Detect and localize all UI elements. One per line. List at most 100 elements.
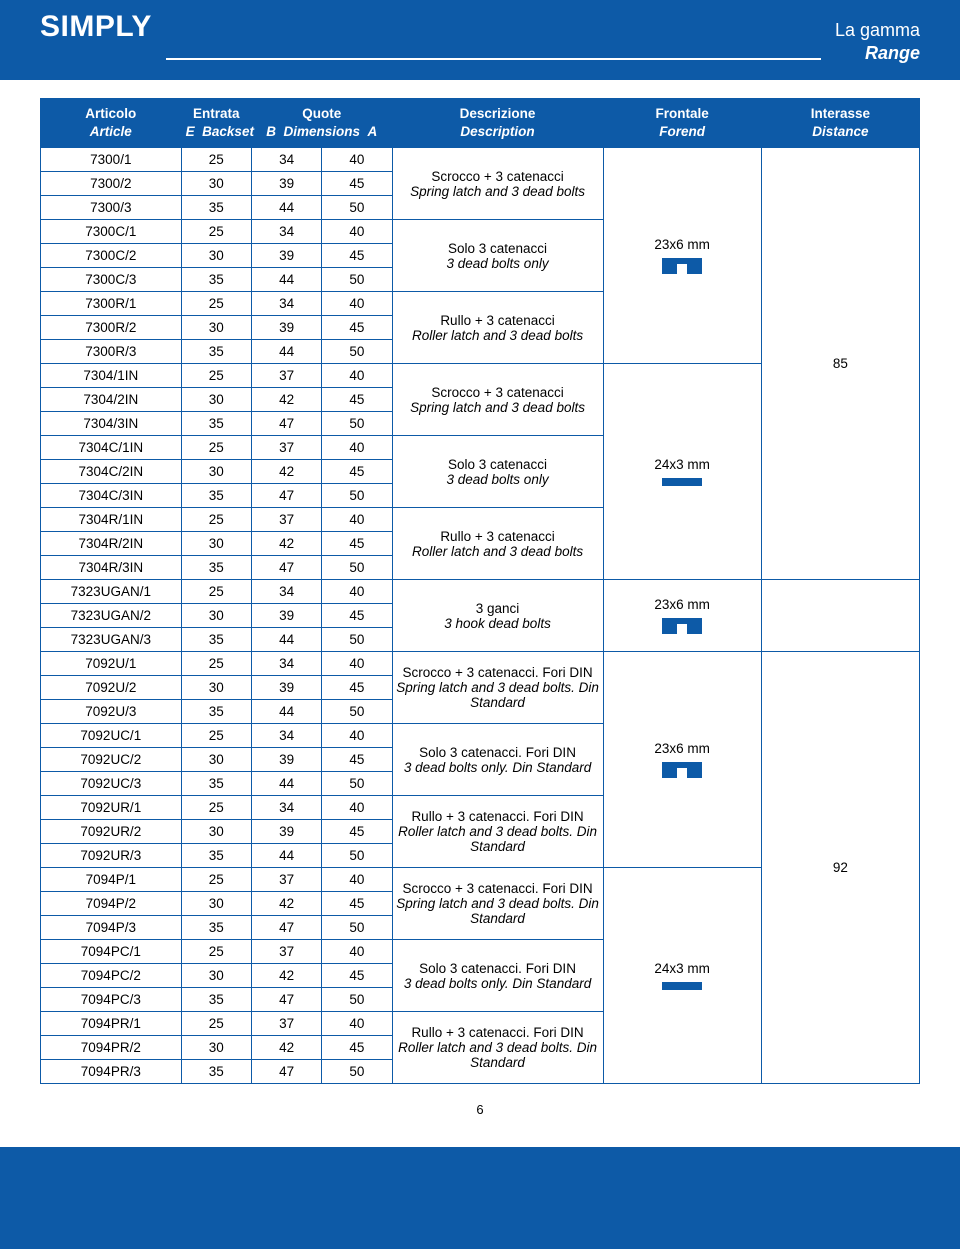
cell-dim: 35 bbox=[181, 916, 251, 940]
cell-article: 7092U/1 bbox=[41, 652, 182, 676]
cell-dim: 50 bbox=[322, 988, 392, 1012]
cell-article: 7304/3IN bbox=[41, 412, 182, 436]
cell-article: 7300R/3 bbox=[41, 340, 182, 364]
cell-dim: 35 bbox=[181, 844, 251, 868]
cell-dim: 42 bbox=[251, 532, 321, 556]
cell-dim: 34 bbox=[251, 652, 321, 676]
cell-description: Scrocco + 3 catenacci. Fori DINSpring la… bbox=[392, 652, 603, 724]
cell-article: 7304/2IN bbox=[41, 388, 182, 412]
cell-article: 7092UC/2 bbox=[41, 748, 182, 772]
cell-dim: 30 bbox=[181, 604, 251, 628]
cell-dim: 39 bbox=[251, 820, 321, 844]
cell-dim: 30 bbox=[181, 1036, 251, 1060]
cell-article: 7092U/3 bbox=[41, 700, 182, 724]
page-number: 6 bbox=[40, 1102, 920, 1117]
cell-dim: 50 bbox=[322, 1060, 392, 1084]
cell-dim: 25 bbox=[181, 796, 251, 820]
cell-dim: 37 bbox=[251, 364, 321, 388]
cell-dim: 47 bbox=[251, 412, 321, 436]
cell-article: 7323UGAN/1 bbox=[41, 580, 182, 604]
col-frontale: FrontaleForend bbox=[603, 98, 761, 147]
cell-dim: 37 bbox=[251, 436, 321, 460]
cell-dim: 25 bbox=[181, 292, 251, 316]
col-descrizione: DescrizioneDescription bbox=[392, 98, 603, 147]
cell-description: Rullo + 3 catenacci. Fori DINRoller latc… bbox=[392, 1012, 603, 1084]
cell-article: 7304R/1IN bbox=[41, 508, 182, 532]
cell-dim: 44 bbox=[251, 268, 321, 292]
cell-dim: 35 bbox=[181, 412, 251, 436]
cell-dim: 25 bbox=[181, 724, 251, 748]
cell-dim: 40 bbox=[322, 580, 392, 604]
cell-dim: 39 bbox=[251, 748, 321, 772]
cell-dim: 39 bbox=[251, 316, 321, 340]
cell-dim: 44 bbox=[251, 196, 321, 220]
cell-dim: 25 bbox=[181, 652, 251, 676]
cell-dim: 47 bbox=[251, 484, 321, 508]
cell-dim: 35 bbox=[181, 628, 251, 652]
cell-dim: 50 bbox=[322, 844, 392, 868]
cell-article: 7094PC/2 bbox=[41, 964, 182, 988]
cell-dim: 25 bbox=[181, 436, 251, 460]
cell-article: 7094PR/2 bbox=[41, 1036, 182, 1060]
cell-dim: 50 bbox=[322, 412, 392, 436]
cell-article: 7304R/2IN bbox=[41, 532, 182, 556]
cell-dim: 40 bbox=[322, 436, 392, 460]
cell-dim: 47 bbox=[251, 988, 321, 1012]
range-en: Range bbox=[835, 42, 920, 65]
cell-dim: 42 bbox=[251, 460, 321, 484]
cell-dim: 45 bbox=[322, 244, 392, 268]
range-label: La gamma Range bbox=[835, 19, 920, 66]
table-row: 7323UGAN/12534403 ganci3 hook dead bolts… bbox=[41, 580, 920, 604]
cell-dim: 50 bbox=[322, 628, 392, 652]
cell-dim: 25 bbox=[181, 508, 251, 532]
cell-dim: 35 bbox=[181, 196, 251, 220]
col-quote: QuoteB Dimensions A bbox=[251, 98, 392, 147]
cell-dim: 45 bbox=[322, 532, 392, 556]
cell-forend: 24x3 mm bbox=[603, 868, 761, 1084]
cell-article: 7092UR/3 bbox=[41, 844, 182, 868]
cell-distance: 85 bbox=[761, 148, 919, 580]
cell-dim: 40 bbox=[322, 796, 392, 820]
cell-dim: 47 bbox=[251, 1060, 321, 1084]
cell-dim: 40 bbox=[322, 1012, 392, 1036]
cell-article: 7300/1 bbox=[41, 148, 182, 172]
cell-dim: 25 bbox=[181, 220, 251, 244]
cell-dim: 30 bbox=[181, 460, 251, 484]
cell-dim: 50 bbox=[322, 268, 392, 292]
cell-dim: 45 bbox=[322, 604, 392, 628]
forend-swatch-icon bbox=[662, 478, 702, 486]
cell-description: Solo 3 catenacci. Fori DIN3 dead bolts o… bbox=[392, 724, 603, 796]
cell-description: Solo 3 catenacci3 dead bolts only bbox=[392, 220, 603, 292]
cell-description: 3 ganci3 hook dead bolts bbox=[392, 580, 603, 652]
cell-dim: 34 bbox=[251, 220, 321, 244]
cell-dim: 44 bbox=[251, 628, 321, 652]
col-interasse: InterasseDistance bbox=[761, 98, 919, 147]
cell-description: Rullo + 3 catenacciRoller latch and 3 de… bbox=[392, 508, 603, 580]
cell-dim: 34 bbox=[251, 796, 321, 820]
cell-dim: 34 bbox=[251, 580, 321, 604]
cell-dim: 25 bbox=[181, 1012, 251, 1036]
header-rule bbox=[166, 58, 821, 60]
page-header: SIMPLY La gamma Range bbox=[0, 0, 960, 80]
cell-article: 7094PR/3 bbox=[41, 1060, 182, 1084]
cell-article: 7094P/1 bbox=[41, 868, 182, 892]
cell-dim: 45 bbox=[322, 316, 392, 340]
cell-dim: 30 bbox=[181, 892, 251, 916]
cell-dim: 39 bbox=[251, 244, 321, 268]
cell-dim: 25 bbox=[181, 364, 251, 388]
range-it: La gamma bbox=[835, 19, 920, 42]
cell-dim: 30 bbox=[181, 748, 251, 772]
cell-dim: 44 bbox=[251, 772, 321, 796]
cell-description: Solo 3 catenacci. Fori DIN3 dead bolts o… bbox=[392, 940, 603, 1012]
cell-dim: 50 bbox=[322, 484, 392, 508]
cell-dim: 45 bbox=[322, 676, 392, 700]
brand-title: SIMPLY bbox=[40, 10, 152, 44]
cell-dim: 40 bbox=[322, 508, 392, 532]
cell-dim: 45 bbox=[322, 172, 392, 196]
col-entrata: EntrataE Backset bbox=[181, 98, 251, 147]
cell-dim: 25 bbox=[181, 148, 251, 172]
cell-dim: 44 bbox=[251, 340, 321, 364]
cell-article: 7323UGAN/3 bbox=[41, 628, 182, 652]
cell-forend: 24x3 mm bbox=[603, 364, 761, 580]
cell-article: 7323UGAN/2 bbox=[41, 604, 182, 628]
